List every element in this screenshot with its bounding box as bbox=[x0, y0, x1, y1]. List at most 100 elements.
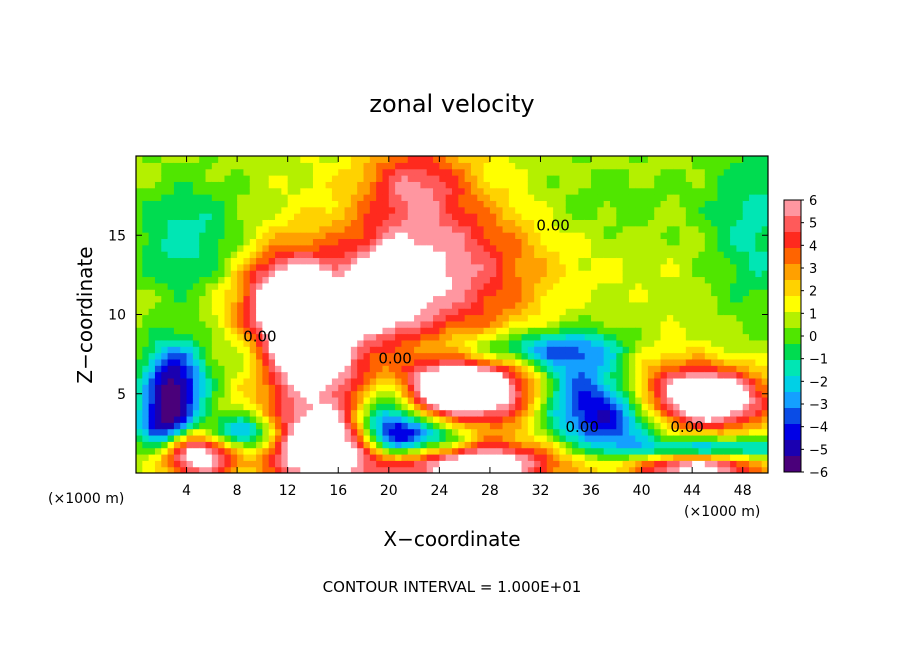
field-cell bbox=[180, 352, 188, 360]
field-cell bbox=[161, 238, 169, 246]
field-cell bbox=[199, 219, 207, 227]
field-cell bbox=[628, 295, 636, 303]
field-cell bbox=[749, 219, 756, 227]
field-cell bbox=[679, 175, 687, 182]
field-cell bbox=[572, 320, 579, 328]
field-cell bbox=[167, 213, 175, 220]
field-cell bbox=[199, 276, 207, 284]
field-cell bbox=[357, 403, 365, 411]
field-cell bbox=[515, 225, 523, 233]
field-cell bbox=[660, 263, 668, 271]
field-cell bbox=[205, 308, 213, 316]
field-cell bbox=[761, 181, 768, 189]
field-cell bbox=[654, 365, 662, 373]
field-cell bbox=[312, 206, 320, 214]
field-cell bbox=[559, 428, 567, 436]
field-cell bbox=[489, 276, 497, 284]
field-cell bbox=[692, 327, 700, 335]
field-cell bbox=[534, 396, 542, 404]
field-cell bbox=[597, 371, 605, 379]
field-cell bbox=[199, 403, 207, 411]
field-cell bbox=[521, 447, 529, 455]
field-cell bbox=[218, 422, 226, 430]
field-cell bbox=[325, 365, 333, 373]
field-cell bbox=[376, 352, 384, 360]
field-cell bbox=[331, 270, 339, 278]
field-cell bbox=[167, 238, 175, 246]
field-cell bbox=[319, 206, 327, 214]
field-cell bbox=[388, 308, 396, 316]
field-cell bbox=[704, 320, 712, 328]
field-cell bbox=[704, 314, 712, 322]
field-cell bbox=[597, 282, 605, 290]
field-cell bbox=[186, 320, 194, 328]
field-cell bbox=[452, 403, 459, 411]
field-cell bbox=[237, 453, 245, 461]
field-cell bbox=[376, 295, 384, 303]
field-cell bbox=[470, 270, 478, 278]
field-cell bbox=[230, 314, 238, 322]
field-cell bbox=[344, 415, 352, 423]
field-cell bbox=[698, 415, 706, 423]
field-cell bbox=[325, 409, 333, 417]
field-cell bbox=[338, 428, 346, 436]
field-cell bbox=[578, 187, 586, 195]
field-cell bbox=[591, 301, 598, 309]
field-cell bbox=[224, 175, 232, 182]
field-cell bbox=[287, 168, 295, 176]
field-cell bbox=[344, 257, 352, 265]
field-cell bbox=[666, 301, 674, 309]
field-cell bbox=[312, 238, 320, 246]
field-cell bbox=[679, 352, 687, 360]
field-cell bbox=[350, 282, 358, 290]
field-cell bbox=[275, 333, 282, 341]
field-cell bbox=[136, 289, 143, 297]
field-cell bbox=[275, 308, 282, 316]
field-cell bbox=[730, 175, 737, 182]
field-cell bbox=[711, 358, 719, 366]
field-cell bbox=[249, 282, 257, 290]
field-cell bbox=[610, 409, 617, 417]
field-cell bbox=[679, 428, 687, 436]
field-cell bbox=[521, 384, 529, 392]
field-cell bbox=[300, 384, 308, 392]
field-cell bbox=[635, 434, 643, 442]
field-cell bbox=[679, 333, 687, 341]
field-cell bbox=[344, 238, 352, 246]
field-cell bbox=[192, 301, 200, 309]
field-cell bbox=[376, 263, 384, 271]
field-cell bbox=[420, 422, 428, 430]
field-cell bbox=[281, 415, 289, 423]
field-cell bbox=[597, 244, 605, 252]
field-cell bbox=[199, 377, 207, 385]
field-cell bbox=[294, 447, 301, 455]
field-cell bbox=[458, 156, 466, 163]
field-cell bbox=[622, 390, 630, 398]
field-cell bbox=[591, 263, 598, 271]
field-cell bbox=[477, 308, 485, 316]
field-cell bbox=[433, 403, 440, 411]
field-cell bbox=[325, 377, 333, 385]
field-cell bbox=[382, 282, 390, 290]
field-cell bbox=[584, 289, 592, 297]
field-cell bbox=[742, 251, 750, 259]
field-cell bbox=[692, 403, 700, 411]
field-cell bbox=[148, 428, 156, 436]
field-cell bbox=[350, 194, 358, 201]
field-cell bbox=[445, 289, 453, 297]
field-cell bbox=[521, 301, 529, 309]
field-cell bbox=[698, 460, 706, 468]
field-cell bbox=[148, 441, 156, 449]
field-cell bbox=[711, 466, 719, 473]
field-cell bbox=[483, 257, 491, 265]
field-cell bbox=[363, 295, 371, 303]
field-cell bbox=[578, 162, 586, 170]
field-cell bbox=[572, 244, 579, 252]
field-cell bbox=[439, 447, 447, 455]
field-cell bbox=[755, 415, 763, 423]
field-cell bbox=[407, 314, 415, 322]
field-cell bbox=[167, 270, 175, 278]
field-cell bbox=[698, 200, 706, 208]
field-cell bbox=[294, 377, 301, 385]
field-cell bbox=[186, 156, 194, 163]
